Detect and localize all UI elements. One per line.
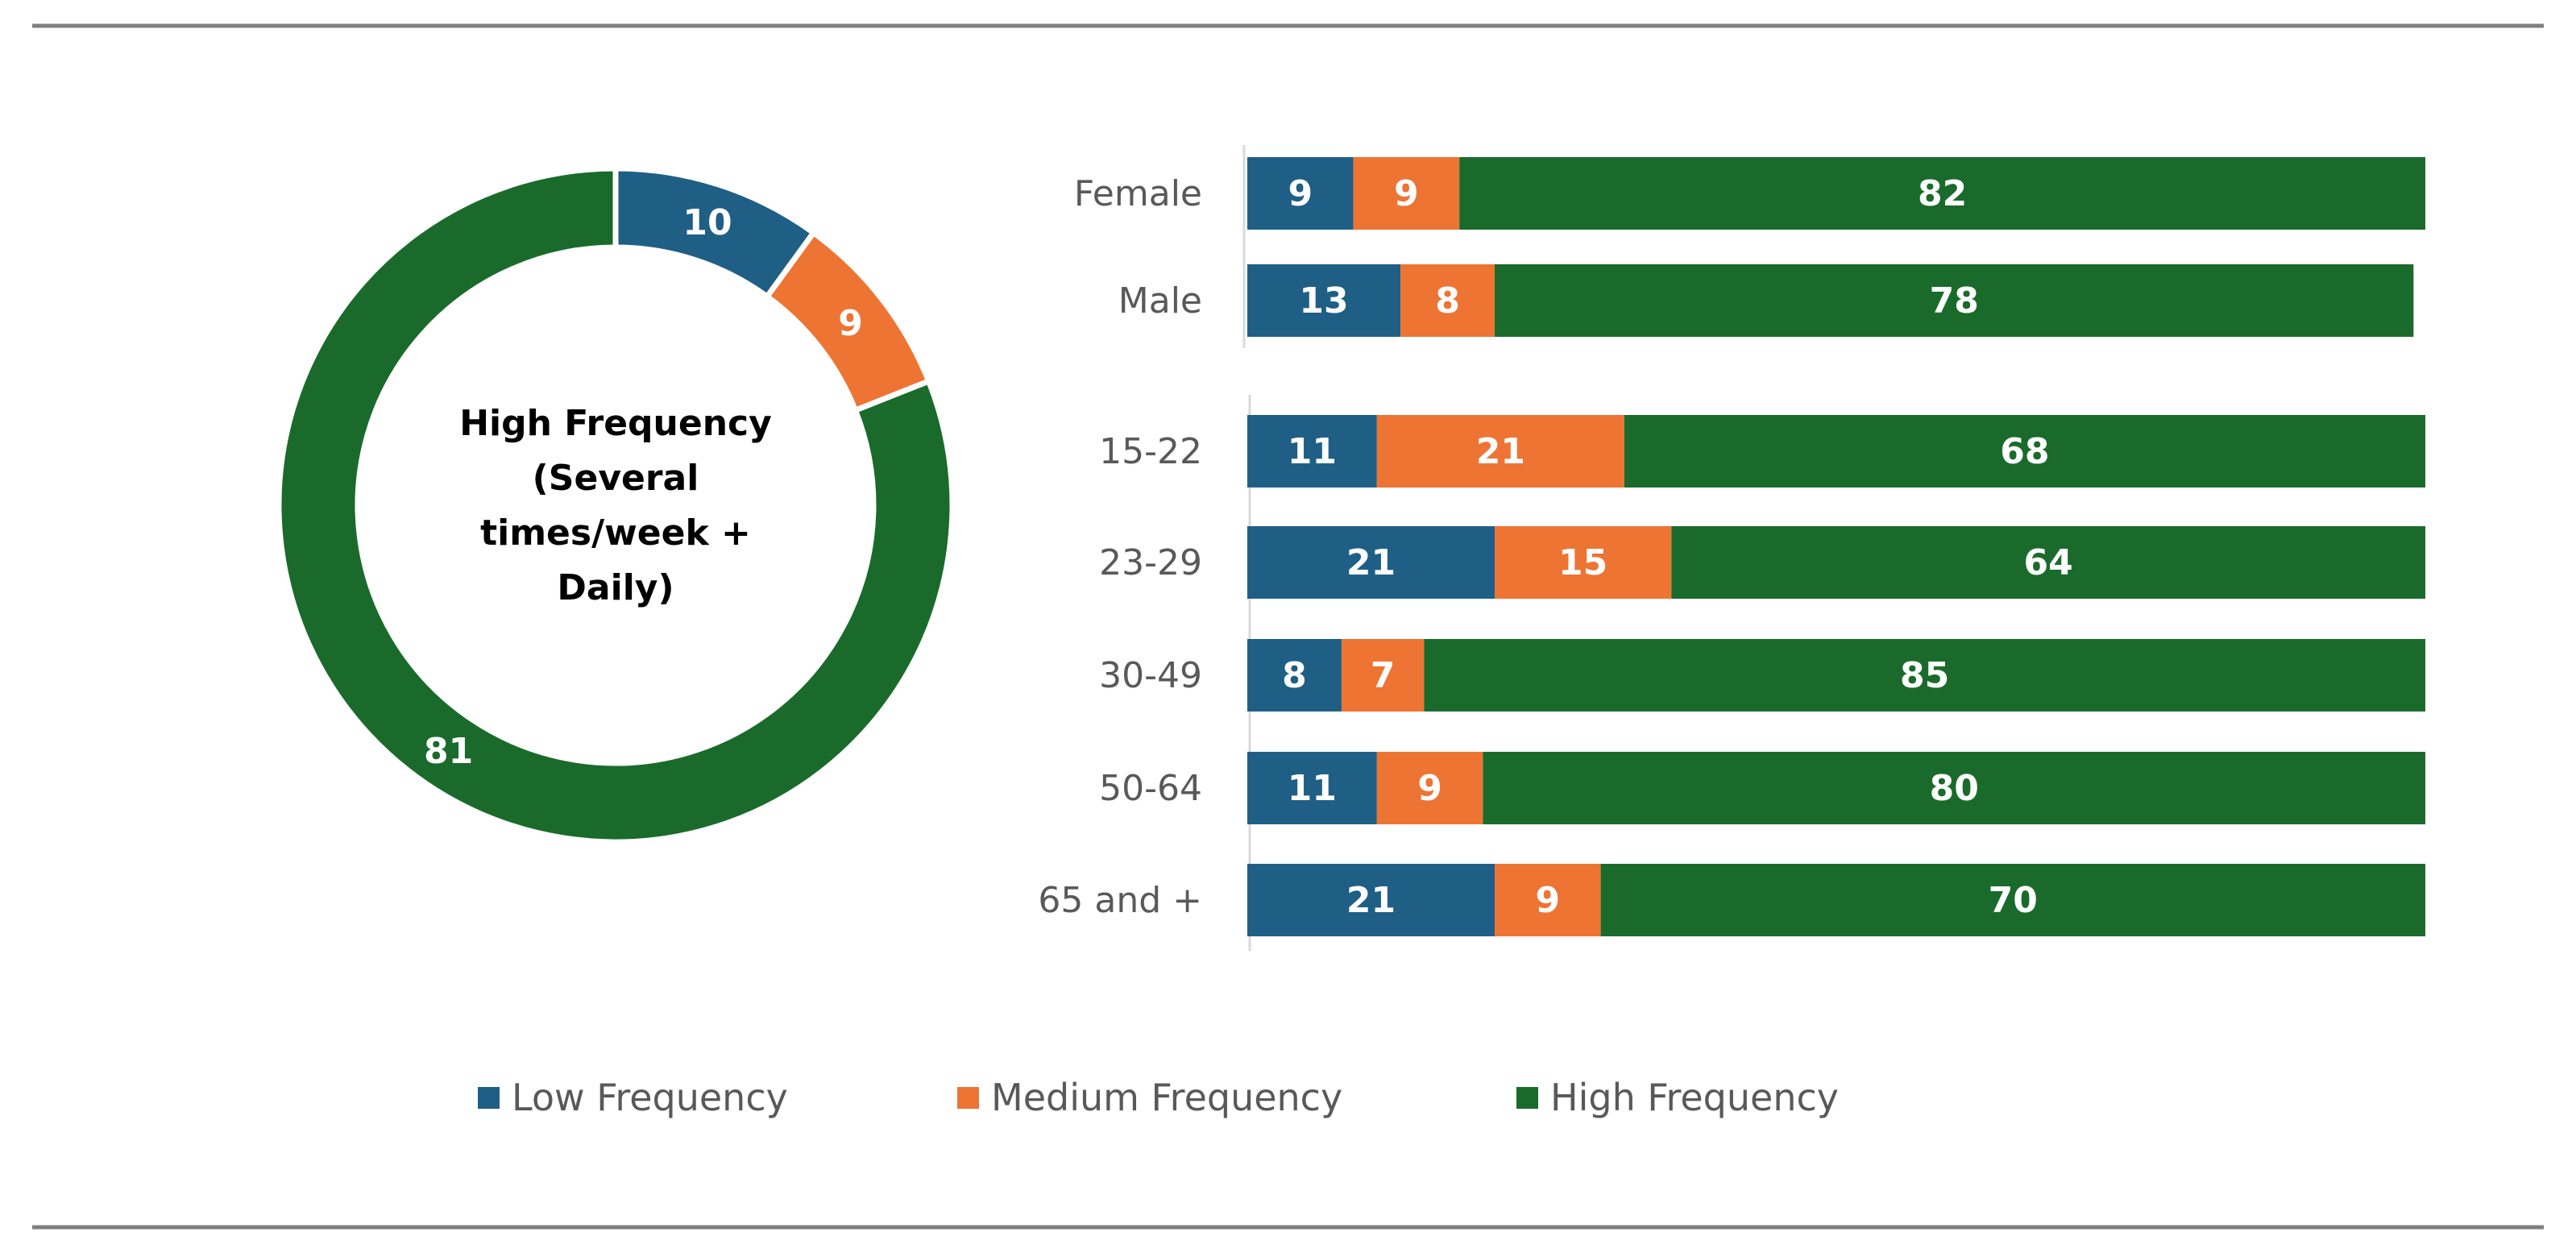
legend-swatch-medium-frequency <box>957 1087 979 1109</box>
category-label-50-64: 50-64 <box>1099 768 1202 809</box>
bar-segment-23-29-low-frequency <box>1247 526 1495 599</box>
bar-value-label-50-64-high-frequency: 80 <box>1930 768 1979 809</box>
donut-chart: 10 9 81 <box>276 165 956 845</box>
bar-segment-female-high-frequency <box>1459 157 2425 230</box>
bar-segment-23-29-medium-frequency <box>1495 526 1672 599</box>
bar-segment-50-64-medium-frequency <box>1376 752 1483 824</box>
bar-value-label-65-and-high-frequency: 70 <box>1989 880 2038 921</box>
bar-value-label-30-49-medium-frequency: 7 <box>1371 655 1396 696</box>
bar-value-label-15-22-medium-frequency: 21 <box>1476 431 1525 472</box>
donut-center-line: (Several <box>533 458 699 499</box>
legend-label-low-frequency: Low Frequency <box>512 1076 788 1119</box>
bar-value-label-male-low-frequency: 13 <box>1299 280 1348 322</box>
donut-value-label-low-frequency: 10 <box>682 202 732 243</box>
donut-center-label: High Frequency (Several times/week + Daily) <box>459 403 772 608</box>
category-label-15-22: 15-22 <box>1099 431 1202 472</box>
category-label-male: Male <box>1118 280 1202 322</box>
bar-segment-male-low-frequency <box>1247 264 1401 337</box>
category-label-65-and: 65 and + <box>1038 880 1202 921</box>
donut-center-line: Daily) <box>557 567 674 608</box>
legend-swatch-high-frequency <box>1516 1087 1538 1109</box>
category-label-female: Female <box>1074 173 1202 214</box>
bar-segment-male-high-frequency <box>1495 264 2414 337</box>
category-label-23-29: 23-29 <box>1099 542 1202 583</box>
bar-segment-15-22-medium-frequency <box>1376 415 1624 488</box>
bar-segment-65-and-medium-frequency <box>1495 864 1601 936</box>
legend-label-medium-frequency: Medium Frequency <box>991 1076 1342 1119</box>
bar-value-label-50-64-low-frequency: 11 <box>1288 768 1337 809</box>
bar-value-label-30-49-low-frequency: 8 <box>1282 655 1307 696</box>
bar-segment-50-64-low-frequency <box>1247 752 1377 824</box>
donut-value-label-high-frequency: 81 <box>424 731 473 772</box>
bar-segment-65-and-high-frequency <box>1600 864 2425 936</box>
donut-center-line: times/week + <box>480 512 751 554</box>
category-label-30-49: 30-49 <box>1099 655 1202 696</box>
donut-value-label-medium-frequency: 9 <box>838 303 863 344</box>
donut-slice-high-frequency <box>276 165 956 845</box>
bar-segment-male-medium-frequency <box>1400 264 1495 337</box>
donut-center-line: High Frequency <box>459 403 772 444</box>
bar-value-label-65-and-medium-frequency: 9 <box>1535 880 1560 921</box>
bar-segment-15-22-low-frequency <box>1247 415 1377 488</box>
bar-value-label-23-29-medium-frequency: 15 <box>1558 542 1607 583</box>
bar-segment-30-49-medium-frequency <box>1341 639 1425 712</box>
legend-swatch-low-frequency <box>478 1087 500 1109</box>
bar-value-label-30-49-high-frequency: 85 <box>1900 655 1949 696</box>
bar-segment-15-22-high-frequency <box>1624 415 2425 488</box>
bar-value-label-female-medium-frequency: 9 <box>1394 173 1419 214</box>
bar-value-label-50-64-medium-frequency: 9 <box>1417 768 1442 809</box>
bar-value-label-23-29-low-frequency: 21 <box>1346 542 1396 583</box>
bar-value-label-65-and-low-frequency: 21 <box>1346 880 1396 921</box>
bar-segment-30-49-low-frequency <box>1247 639 1342 712</box>
bar-segment-23-29-high-frequency <box>1671 526 2425 599</box>
bar-segment-65-and-low-frequency <box>1247 864 1495 936</box>
bar-value-label-female-high-frequency: 82 <box>1918 173 1967 214</box>
legend: Low Frequency Medium Frequency High Freque… <box>478 1076 1839 1119</box>
bar-segment-50-64-high-frequency <box>1483 752 2425 824</box>
bar-value-label-23-29-high-frequency: 64 <box>2024 542 2073 583</box>
bar-value-label-male-medium-frequency: 8 <box>1435 280 1460 322</box>
bar-value-label-15-22-high-frequency: 68 <box>2000 431 2049 472</box>
legend-label-high-frequency: High Frequency <box>1550 1076 1839 1119</box>
bar-segment-female-low-frequency <box>1247 157 1354 230</box>
bar-segment-30-49-high-frequency <box>1424 639 2425 712</box>
bar-value-label-15-22-low-frequency: 11 <box>1288 431 1337 472</box>
bar-segment-female-medium-frequency <box>1353 157 1460 230</box>
bar-value-label-male-high-frequency: 78 <box>1930 280 1979 322</box>
bar-value-label-female-low-frequency: 9 <box>1288 173 1313 214</box>
